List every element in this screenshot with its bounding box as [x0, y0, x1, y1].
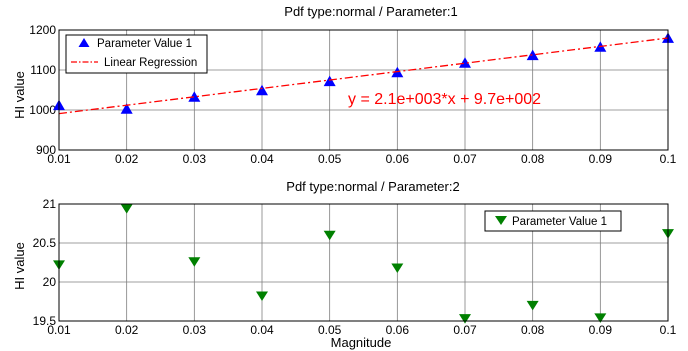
x-tick-label: 0.05 [318, 152, 342, 166]
data-marks [53, 204, 674, 324]
x-tick-label: 0.04 [250, 323, 274, 337]
y-tick-label: 1100 [30, 63, 56, 77]
x-tick-label: 0.05 [318, 323, 342, 337]
x-tick-label: 0.02 [115, 152, 139, 166]
regression-equation: y = 2.1e+003*x + 9.7e+002 [348, 91, 541, 108]
data-point-marker [391, 263, 404, 273]
x-axis-label: Magnitude [331, 335, 392, 350]
legend-entry-label: Linear Regression [104, 57, 197, 69]
y-tick-label: 20.5 [33, 236, 57, 250]
data-point-marker [256, 291, 268, 302]
data-point-marker [188, 91, 201, 102]
x-tick-label: 0.03 [183, 152, 207, 166]
y-axis-label: HI value [12, 242, 27, 290]
tick-labels: 0.01 0.02 0.03 0.04 0.05 0.06 0.07 0.08 0.09 0.1 9… [29, 23, 676, 166]
y-tick-label: 1000 [29, 103, 56, 117]
data-point-marker [323, 75, 336, 87]
data-point-marker [256, 84, 268, 96]
tick-labels: 0.01 0.02 0.03 0.04 0.05 0.06 0.07 0.08 0.09 0.1 1… [33, 197, 677, 337]
legend: Parameter Value 1 [484, 210, 622, 232]
x-tick-label: 0.08 [521, 323, 545, 337]
x-tick-label: 0.1 [660, 152, 677, 166]
plot-frame [58, 29, 669, 151]
legend-box [484, 210, 622, 232]
y-axis-label: HI value [12, 71, 27, 119]
legend-entry-label: Parameter Value 1 [512, 216, 607, 228]
x-tick-label: 0.03 [183, 323, 207, 337]
x-tick-label: 0.07 [453, 323, 477, 337]
chart-parameter-1: Pdf type:normal / Parameter:1 HI value 0… [12, 4, 677, 166]
y-tick-label: 900 [36, 143, 56, 157]
legend-entry-label: Parameter Value 1 [97, 38, 192, 50]
legend-triangle-up-icon [78, 38, 90, 47]
data-point-marker [459, 57, 471, 68]
x-tick-label: 0.04 [250, 152, 274, 166]
y-tick-label: 1200 [29, 23, 56, 37]
chart-title: Pdf type:normal / Parameter:2 [286, 179, 459, 194]
data-point-marker [323, 230, 336, 241]
y-tick-label: 20 [43, 275, 57, 289]
regression-line [58, 37, 669, 115]
data-point-marker [526, 300, 539, 311]
data-marks [53, 32, 674, 115]
x-tick-label: 0.01 [47, 152, 71, 166]
x-tick-label: 0.02 [115, 323, 139, 337]
plot-frame [58, 203, 669, 322]
data-point-marker [459, 314, 471, 324]
data-point-marker [188, 257, 201, 267]
x-tick-label: 0.06 [386, 323, 410, 337]
data-point-marker [120, 204, 133, 214]
chart-title: Pdf type:normal / Parameter:1 [284, 4, 457, 19]
legend-triangle-down-icon [495, 216, 507, 225]
data-point-marker [120, 103, 133, 114]
x-tick-label: 0.09 [589, 323, 613, 337]
x-tick-label: 0.01 [47, 323, 71, 337]
x-tick-label: 0.06 [386, 152, 410, 166]
y-tick-label: 19.5 [33, 314, 57, 328]
x-tick-label: 0.09 [589, 152, 613, 166]
x-tick-label: 0.07 [453, 152, 477, 166]
data-point-marker [594, 313, 607, 323]
chart-parameter-2: Pdf type:normal / Parameter:2 HI value M… [12, 179, 677, 350]
legend-box [65, 34, 208, 74]
data-point-marker [526, 49, 539, 61]
y-tick-label: 21 [43, 197, 57, 211]
x-tick-label: 0.08 [521, 152, 545, 166]
legend: Parameter Value 1 Linear Regression [65, 34, 208, 74]
x-tick-label: 0.1 [660, 323, 677, 337]
